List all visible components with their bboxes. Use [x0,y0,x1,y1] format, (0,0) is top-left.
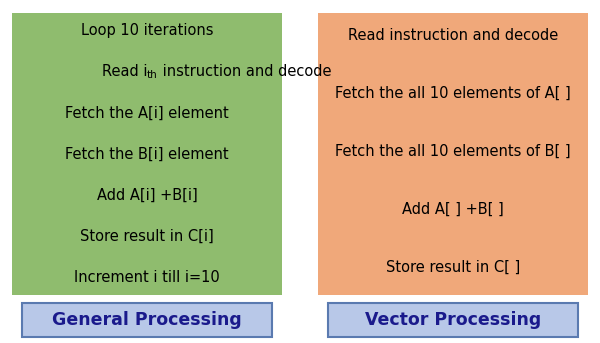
Text: Increment i till i=10: Increment i till i=10 [74,270,220,284]
FancyBboxPatch shape [12,13,282,295]
Text: Vector Processing: Vector Processing [365,311,541,329]
Text: instruction and decode: instruction and decode [158,64,331,80]
Text: Fetch the B[i] element: Fetch the B[i] element [65,146,229,162]
Text: General Processing: General Processing [52,311,242,329]
Text: th: th [147,70,158,80]
Text: Store result in C[ ]: Store result in C[ ] [386,260,520,274]
Text: Read i: Read i [101,64,147,80]
Text: Loop 10 iterations: Loop 10 iterations [81,24,213,38]
Text: Read instruction and decode: Read instruction and decode [348,27,558,43]
Text: Add A[i] +B[i]: Add A[i] +B[i] [97,188,197,202]
Text: Fetch the all 10 elements of B[ ]: Fetch the all 10 elements of B[ ] [335,143,571,158]
FancyBboxPatch shape [328,303,578,337]
Text: Fetch the all 10 elements of A[ ]: Fetch the all 10 elements of A[ ] [335,85,571,100]
Text: Add A[ ] +B[ ]: Add A[ ] +B[ ] [402,201,504,216]
FancyBboxPatch shape [22,303,272,337]
Text: Fetch the A[i] element: Fetch the A[i] element [65,106,229,120]
FancyBboxPatch shape [318,13,588,295]
Text: Store result in C[i]: Store result in C[i] [80,228,214,244]
